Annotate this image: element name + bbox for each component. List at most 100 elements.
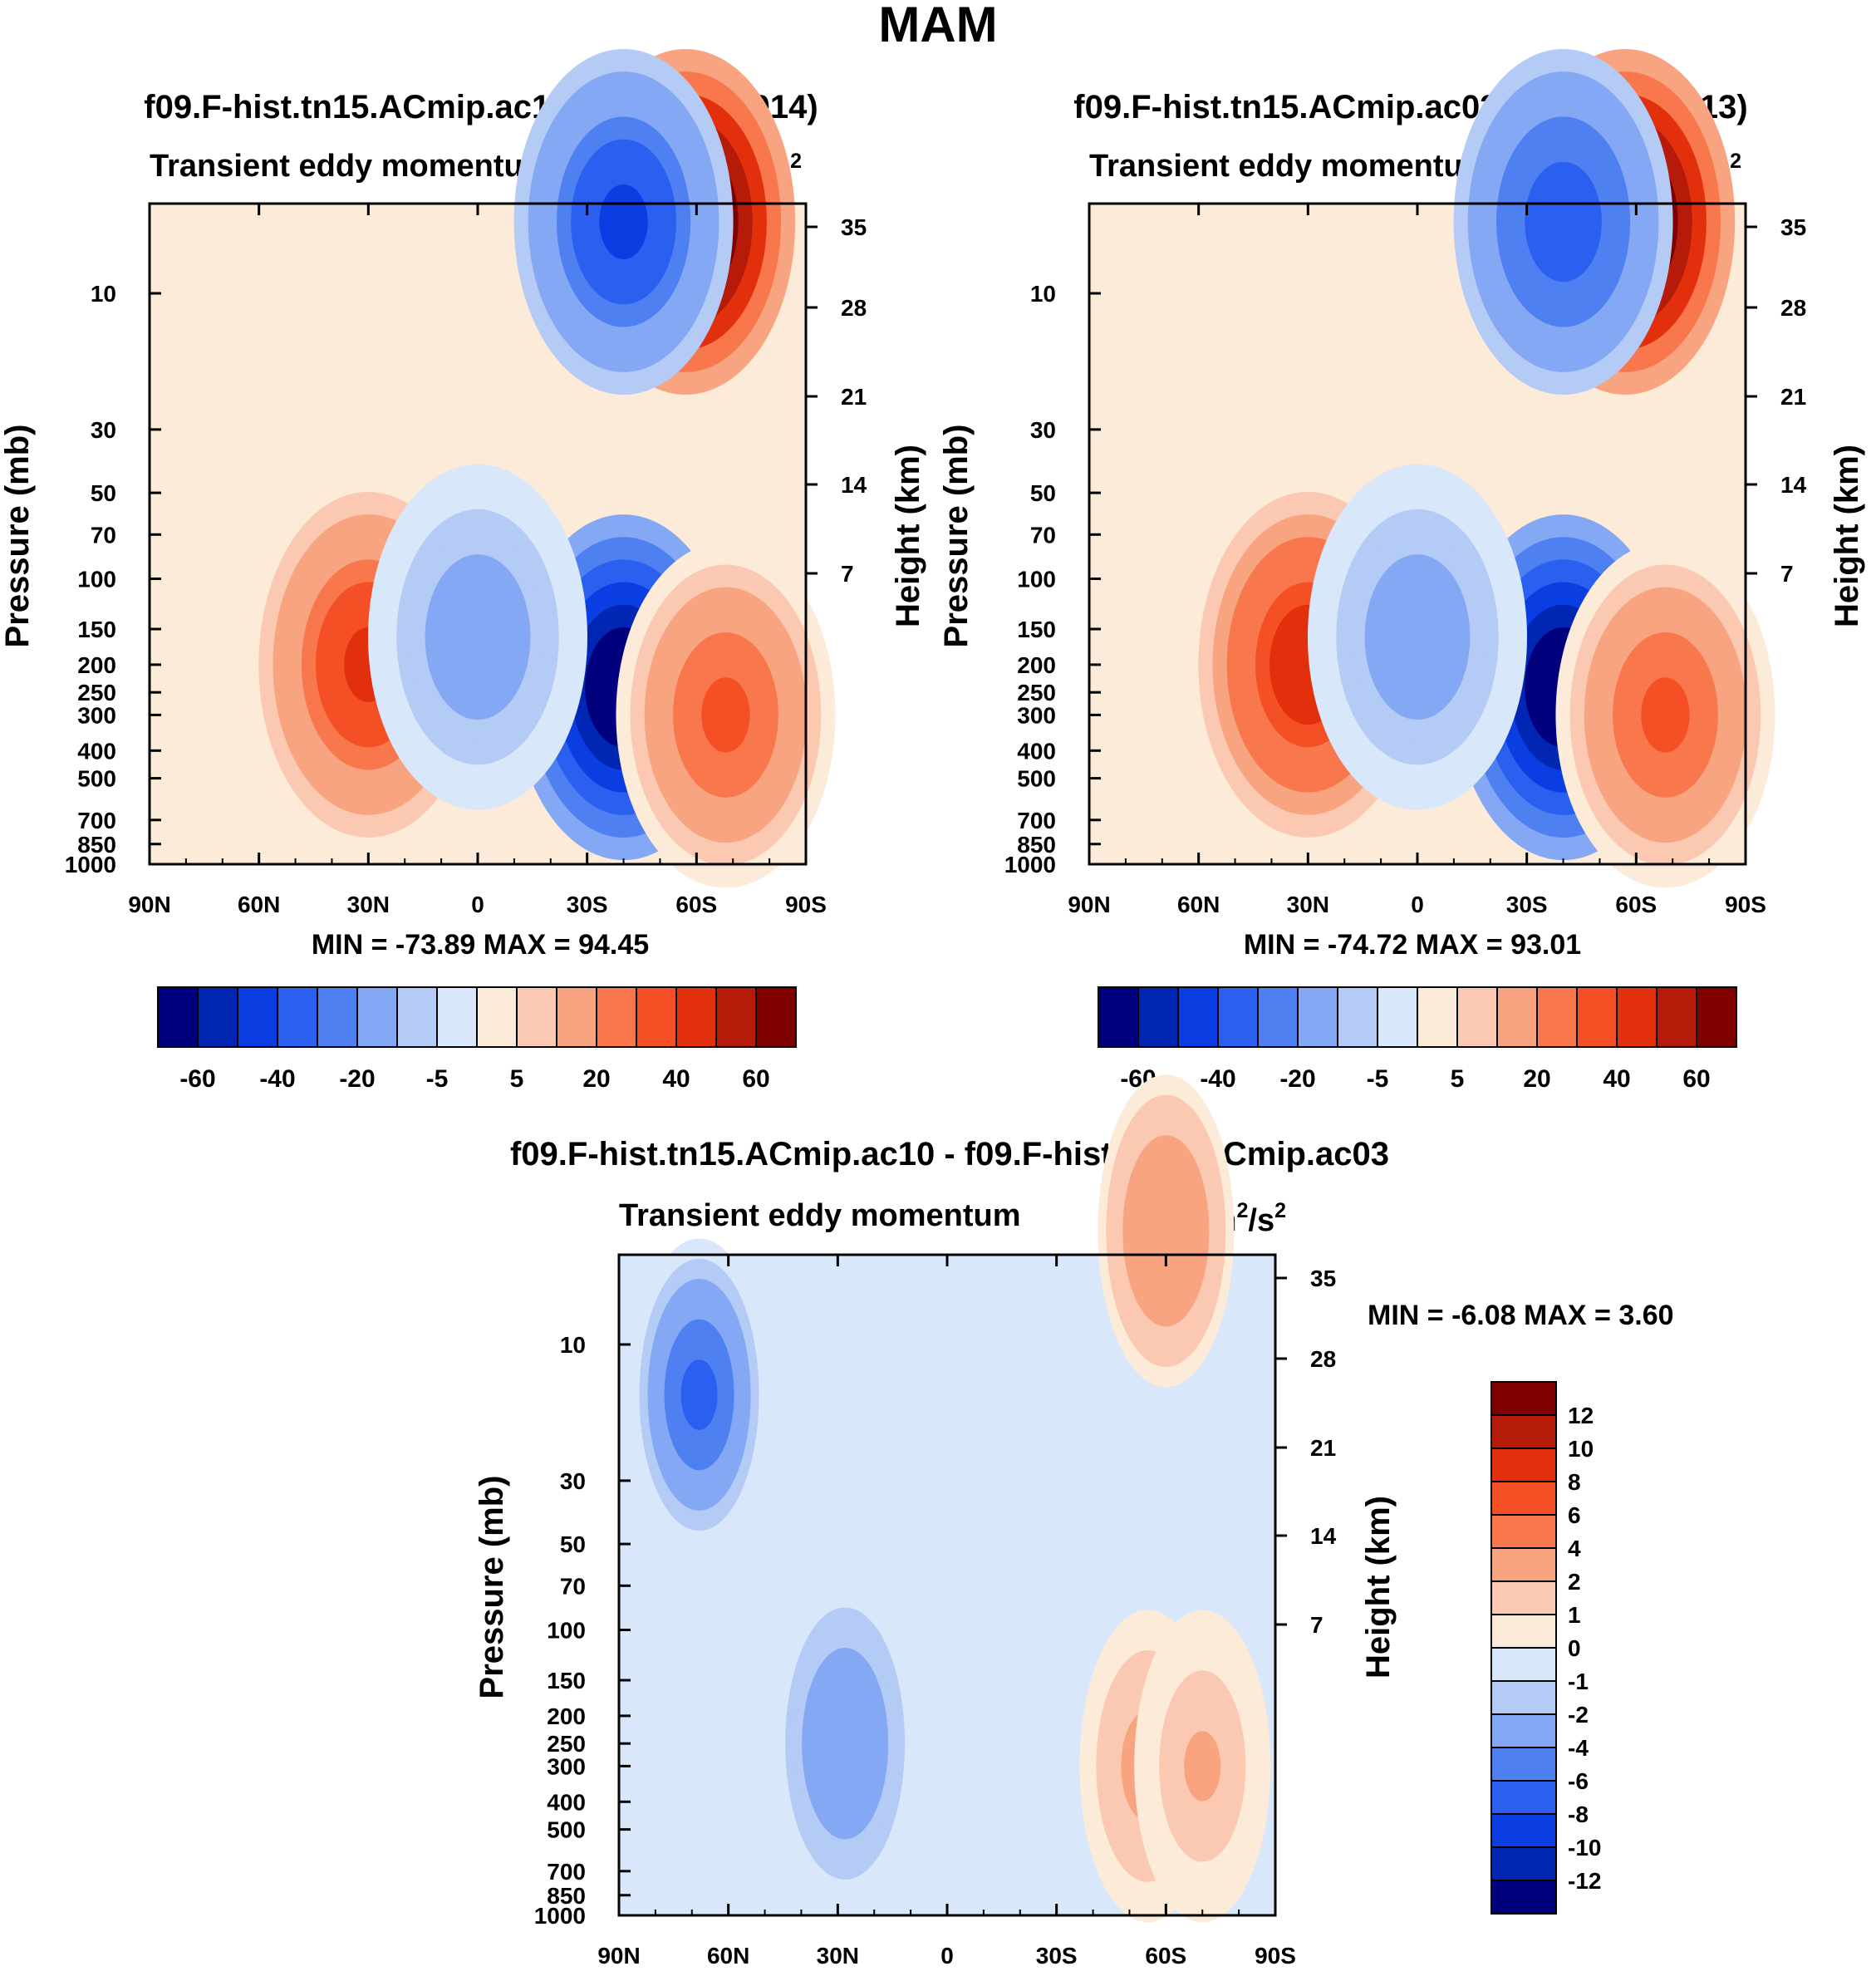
colorbar-label: 5: [510, 1065, 524, 1093]
y-tick-label: 250: [1017, 680, 1056, 705]
colorbar-swatch: [1490, 1846, 1557, 1881]
y-tick-label: 30: [1030, 417, 1056, 443]
colorbar-label: 40: [662, 1065, 690, 1093]
panel-1-colorbar: -60 -40 -20 -5 5 20 40 60: [157, 986, 797, 1093]
x-tick-label: 30S: [1036, 1943, 1078, 1969]
colorbar-swatch: [1696, 986, 1737, 1048]
colorbar-swatch: [1297, 986, 1338, 1048]
panel-3-stats: MIN = -6.08 MAX = 3.60: [1368, 1300, 1674, 1331]
y-tick-label: 850: [77, 832, 116, 858]
colorbar-swatch: [1337, 986, 1378, 1048]
colorbar-label: 20: [1523, 1065, 1550, 1093]
panel-1-ylabel: Pressure (mb): [0, 425, 36, 648]
y-tick-label: 400: [77, 738, 116, 764]
colorbar-swatch: [1456, 986, 1498, 1048]
y-tick-label: 500: [1017, 766, 1056, 792]
y-right-tick-label: 14: [1780, 472, 1807, 498]
colorbar-label: 6: [1568, 1502, 1581, 1528]
colorbar-swatch: [715, 986, 757, 1048]
y-tick-label: 250: [547, 1731, 586, 1757]
y-tick-label: 200: [77, 652, 116, 678]
y-right-tick-label: 7: [841, 561, 854, 587]
colorbar-swatch: [1490, 1448, 1557, 1482]
colorbar-swatch: [277, 986, 318, 1048]
y-tick-label: 200: [547, 1703, 586, 1729]
colorbar-label: -12: [1568, 1868, 1601, 1894]
contour-band-4-6: [1184, 1731, 1221, 1802]
y-tick-label: 100: [547, 1618, 586, 1644]
colorbar-label: 10: [1568, 1436, 1594, 1462]
y-right-tick-label: 21: [841, 384, 867, 410]
x-tick-label: 30S: [567, 892, 608, 917]
colorbar-swatch: [596, 986, 637, 1048]
colorbar-swatch: [1490, 1580, 1557, 1615]
colorbar-swatch: [1490, 1647, 1557, 1682]
colorbar-swatch: [1098, 986, 1139, 1048]
x-tick-label: 30N: [1287, 892, 1329, 917]
colorbar-swatch: [157, 986, 199, 1048]
y-right-tick-label: 21: [1780, 384, 1806, 410]
panel-3-subtitle: Transient eddy momentum: [619, 1198, 1021, 1233]
colorbar-swatch: [1576, 986, 1618, 1048]
colorbar-swatch: [1490, 1614, 1557, 1649]
colorbar-label: 60: [1682, 1065, 1710, 1093]
colorbar-swatch: [1377, 986, 1418, 1048]
colorbar-swatch: [356, 986, 398, 1048]
colorbar-label: -60: [179, 1065, 215, 1093]
y-tick-label: 300: [1017, 702, 1056, 728]
colorbar-label: -40: [259, 1065, 295, 1093]
colorbar-label: -5: [1367, 1065, 1389, 1093]
colorbar-label: -40: [1200, 1065, 1235, 1093]
colorbar-swatch: [1177, 986, 1219, 1048]
y-right-tick-label: 35: [1310, 1266, 1336, 1291]
colorbar-label: -20: [1279, 1065, 1315, 1093]
x-tick-label: 60N: [1177, 892, 1220, 917]
colorbar-label: -5: [426, 1065, 449, 1093]
colorbar-swatch: [1417, 986, 1458, 1048]
contour-band-4-6: [701, 677, 750, 753]
y-tick-label: 300: [77, 702, 116, 728]
colorbar-swatch: [1490, 1813, 1557, 1848]
panel-3-ylabel-right: Height (km): [1360, 1496, 1397, 1679]
colorbar-swatch: [1656, 986, 1697, 1048]
y-tick-label: 50: [1030, 480, 1056, 506]
colorbar-label: 4: [1568, 1536, 1581, 1561]
panel-3: f09.F-hist.tn15.ACmip.ac10 - f09.F-hist.…: [474, 1074, 1674, 1969]
y-tick-label: 50: [91, 480, 116, 506]
contour-band-3-6: [599, 184, 648, 260]
x-tick-label: 0: [1411, 892, 1424, 917]
contour-band-2-6: [1147, 1196, 1185, 1266]
panel-2-subtitle: Transient eddy momentum: [1089, 149, 1491, 184]
y-right-tick-label: 35: [1780, 214, 1806, 240]
colorbar-swatch: [636, 986, 677, 1048]
y-tick-label: 200: [1017, 652, 1056, 678]
colorbar-swatch: [197, 986, 238, 1048]
x-tick-label: 0: [471, 892, 484, 917]
x-tick-label: 90S: [785, 892, 827, 917]
colorbar-swatch: [436, 986, 478, 1048]
panel-1-plot: 90N 60N 30N 0 30S 60S 90S103050701001502002503…: [65, 49, 867, 917]
panel-3-plot: 90N 60N 30N 0 30S 60S 90S103050701001502002503…: [534, 1074, 1337, 1969]
colorbar-swatch: [1490, 1514, 1557, 1549]
y-tick-label: 850: [1017, 832, 1056, 858]
colorbar-swatch: [1490, 1747, 1557, 1782]
colorbar-label: 40: [1603, 1065, 1630, 1093]
y-tick-label: 150: [1017, 617, 1056, 642]
x-tick-label: 90S: [1255, 1943, 1296, 1969]
y-tick-label: 30: [91, 417, 116, 443]
y-tick-label: 100: [77, 567, 116, 592]
colorbar-swatch: [1536, 986, 1578, 1048]
colorbar-label: 5: [1451, 1065, 1465, 1093]
panel-1: f09.F-hist.tn15.ACmip.ac10 (yrs 1985-201…: [0, 49, 926, 1093]
colorbar-swatch: [1490, 1880, 1557, 1915]
y-tick-label: 400: [547, 1789, 586, 1815]
colorbar-swatch: [317, 986, 358, 1048]
contour-band-3-6: [1539, 184, 1588, 260]
colorbar-swatch: [1496, 986, 1538, 1048]
x-tick-label: 90S: [1725, 892, 1766, 917]
colorbar-swatch: [1616, 986, 1657, 1048]
colorbar-label: 1: [1568, 1602, 1581, 1628]
colorbar-label: -6: [1568, 1768, 1589, 1794]
panel-2-ylabel: Pressure (mb): [938, 425, 975, 648]
